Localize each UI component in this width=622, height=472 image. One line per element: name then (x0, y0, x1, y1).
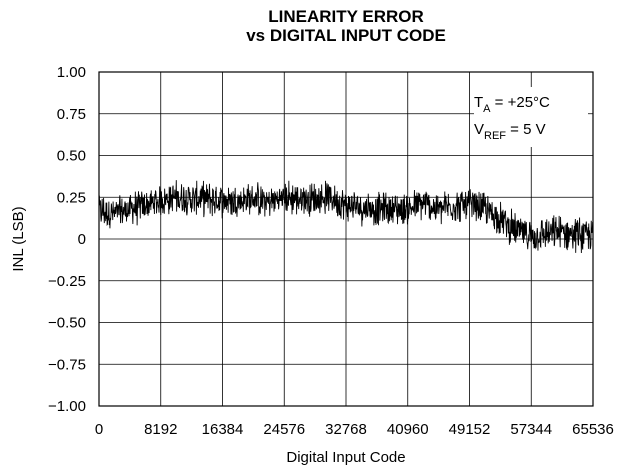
x-tick-label: 32768 (325, 421, 367, 438)
vref-subscript: REF (484, 130, 506, 142)
y-tick-label: 0.75 (57, 106, 86, 123)
x-tick-label: 57344 (510, 421, 552, 438)
y-tick-label: −0.50 (48, 315, 86, 332)
x-tick-label: 65536 (572, 421, 614, 438)
vref-value: = 5 V (506, 121, 546, 138)
y-tick-label: −0.25 (48, 273, 86, 290)
y-axis-label: INL (LSB) (10, 206, 27, 271)
x-tick-label: 40960 (387, 421, 429, 438)
tick-labels: 0 8192 16384 24576 32768 40960 49152 57344 65536… (48, 64, 614, 438)
x-tick-label: 0 (95, 421, 103, 438)
vref-symbol: V (474, 121, 484, 138)
chart-title-line-1: LINEARITY ERROR (268, 7, 424, 26)
temp-symbol: T (474, 94, 483, 111)
x-tick-label: 49152 (449, 421, 491, 438)
y-tick-label: −0.75 (48, 356, 86, 373)
y-tick-label: −1.00 (48, 398, 86, 415)
temp-value: = +25°C (491, 94, 551, 111)
temp-subscript: A (483, 103, 491, 115)
legend-box (474, 87, 588, 147)
y-tick-label: 1.00 (57, 64, 86, 81)
y-tick-label: 0.25 (57, 189, 86, 206)
x-axis-label: Digital Input Code (286, 449, 405, 466)
temperature-annotation: TA = +25°C (474, 94, 550, 115)
chart-title-line-2: vs DIGITAL INPUT CODE (246, 26, 446, 45)
inl-series-line (98, 180, 594, 253)
y-tick-label: 0 (78, 231, 86, 248)
x-tick-label: 8192 (144, 421, 177, 438)
series-layer (98, 180, 594, 253)
x-tick-label: 24576 (263, 421, 305, 438)
y-tick-label: 0.50 (57, 148, 86, 165)
x-tick-label: 16384 (202, 421, 244, 438)
vref-annotation: VREF = 5 V (474, 121, 546, 142)
